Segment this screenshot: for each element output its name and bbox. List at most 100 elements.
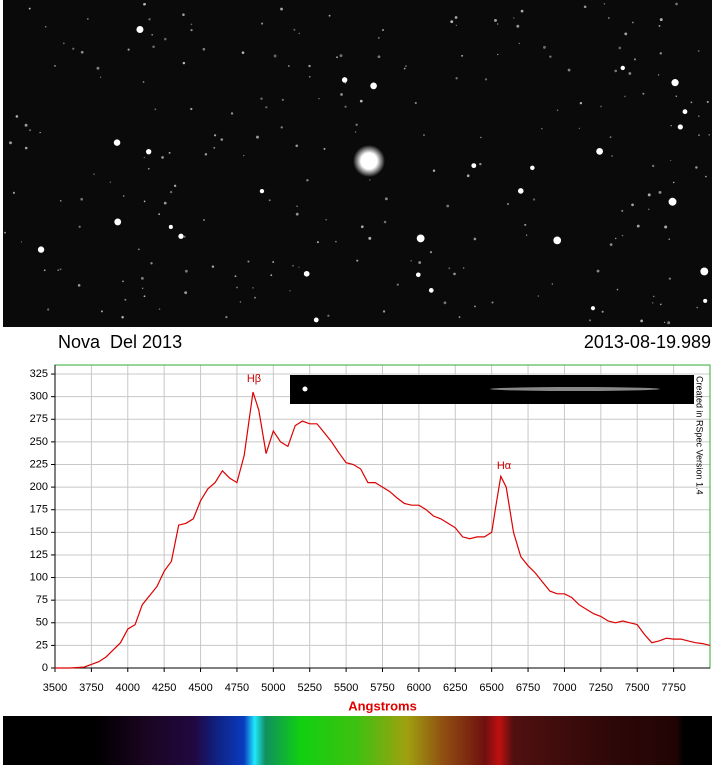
x-tick-label: 7250 (589, 682, 613, 694)
star (611, 155, 613, 157)
star (158, 308, 161, 310)
star (143, 3, 146, 6)
plot: 0 25 50 75 100 125 150 175 200 225 250 275 300 325 350… (30, 364, 711, 713)
star (122, 280, 124, 283)
star (178, 233, 184, 239)
star (20, 241, 23, 243)
star (169, 190, 173, 194)
star (356, 259, 359, 262)
star (696, 306, 698, 309)
star (12, 191, 15, 194)
star (80, 197, 84, 201)
star (340, 93, 343, 96)
annotation: Hα (497, 460, 512, 472)
star (516, 24, 520, 28)
star (670, 125, 672, 127)
star (596, 147, 604, 155)
star (100, 310, 103, 313)
star (405, 65, 407, 68)
star (414, 101, 417, 105)
star (659, 52, 662, 55)
star (43, 269, 46, 272)
x-tick-label: 4750 (225, 682, 249, 694)
star (127, 48, 130, 51)
star (142, 287, 144, 289)
star (230, 112, 234, 115)
y-tick-label: 50 (36, 617, 48, 629)
star (446, 204, 450, 208)
annotation: Hβ (247, 373, 261, 385)
star (672, 181, 675, 184)
star (667, 321, 671, 325)
star (265, 106, 268, 109)
star (114, 218, 122, 226)
star (313, 317, 319, 323)
star (183, 235, 186, 238)
star (609, 243, 613, 246)
x-tick-label: 5500 (334, 682, 358, 694)
star (583, 5, 587, 9)
star (609, 136, 612, 139)
star (325, 219, 327, 221)
star (690, 101, 693, 104)
star (640, 319, 644, 323)
star (368, 236, 372, 240)
star (147, 167, 150, 170)
star (664, 225, 668, 229)
spectrum-line (55, 391, 711, 669)
star (653, 295, 655, 298)
star (152, 45, 155, 49)
star (37, 246, 45, 253)
star (473, 237, 477, 241)
x-tick-label: 4000 (116, 682, 140, 694)
star (600, 105, 602, 108)
star (675, 2, 678, 6)
star (556, 109, 559, 112)
star (303, 270, 310, 277)
star (24, 123, 28, 127)
x-axis-label: Angstroms (348, 698, 417, 713)
y-tick-label: 100 (30, 571, 48, 583)
star (140, 276, 144, 280)
star (383, 220, 387, 224)
star (190, 29, 193, 32)
nova (353, 145, 385, 177)
star (607, 17, 610, 20)
star (579, 101, 583, 105)
star (273, 54, 277, 58)
star (624, 32, 628, 36)
x-tick-label: 4250 (152, 682, 176, 694)
star (298, 32, 301, 35)
star (239, 301, 242, 303)
star (9, 141, 12, 145)
star (295, 212, 299, 216)
star (620, 65, 625, 71)
star (480, 136, 482, 139)
star (323, 147, 326, 150)
star (618, 46, 622, 50)
star (261, 22, 264, 25)
star (670, 159, 672, 162)
star (621, 234, 624, 237)
star (455, 24, 457, 27)
star (553, 236, 562, 245)
star (454, 16, 458, 19)
star (403, 67, 406, 70)
y-tick-label: 75 (36, 594, 48, 606)
star (628, 72, 632, 75)
annotation: Created in RSpec Version 1.4 (695, 376, 705, 495)
star (658, 190, 662, 194)
star (621, 209, 624, 212)
star (624, 95, 626, 98)
star (708, 134, 710, 136)
star (339, 54, 343, 58)
star (458, 316, 461, 318)
star (359, 99, 363, 103)
star (318, 97, 320, 100)
x-tick-label: 7500 (625, 682, 649, 694)
star (344, 105, 347, 108)
star (461, 54, 463, 57)
x-tick-label: 7000 (552, 682, 576, 694)
star (706, 100, 709, 104)
star (288, 65, 290, 67)
